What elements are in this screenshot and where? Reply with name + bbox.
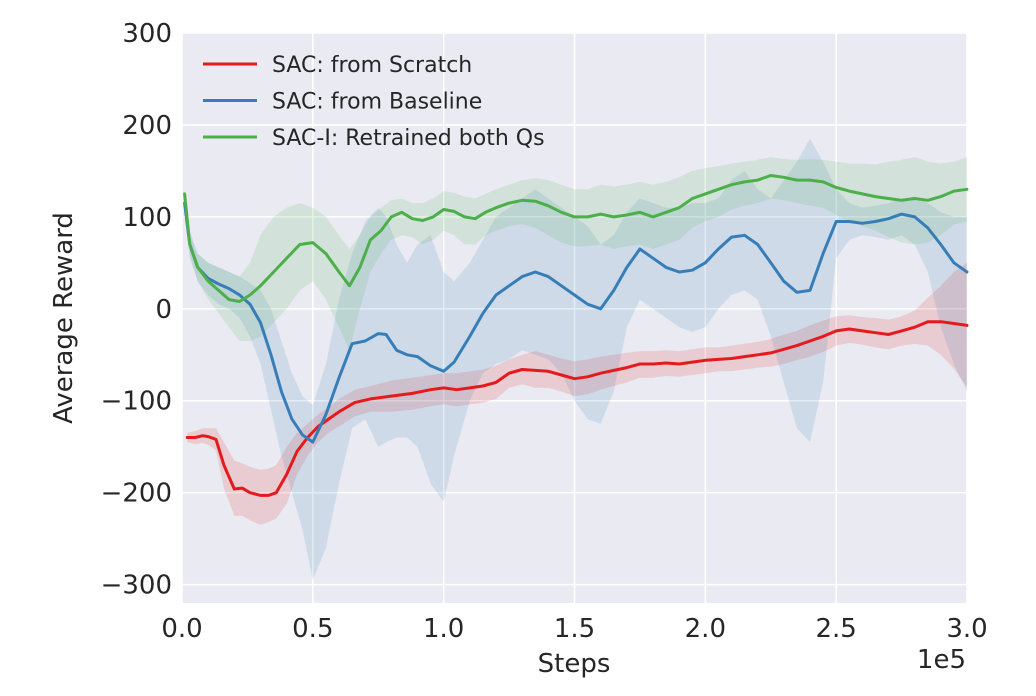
y-tick-label: −100: [101, 387, 172, 417]
x-tick-label: 3.0: [946, 614, 987, 644]
x-axis-offset-label: 1e5: [917, 645, 966, 675]
x-tick-label: 2.5: [815, 614, 856, 644]
x-tick-label: 0.0: [161, 614, 202, 644]
band-series-2: [184, 138, 968, 580]
x-tick-label: 2.0: [685, 614, 726, 644]
y-tick-label: 200: [122, 111, 172, 141]
y-axis-ticks: −300 −200 −100 0 100 200 300: [101, 19, 172, 601]
line-series-2: [183, 201, 969, 444]
grid-lines: [181, 32, 968, 603]
y-tick-label: 100: [122, 203, 172, 233]
line-series-3: [183, 174, 969, 303]
y-tick-label: −300: [101, 571, 172, 601]
x-tick-label: 1.0: [423, 614, 464, 644]
y-tick-label: 300: [122, 19, 172, 49]
band-series-1: [187, 262, 967, 525]
legend: SAC: from Scratch SAC: from Baseline SAC-I…: [203, 53, 545, 151]
series-lines: [183, 174, 969, 497]
y-axis-label: Average Reward: [49, 212, 79, 424]
legend-label-3: SAC-I: Retrained both Qs: [272, 126, 545, 151]
x-tick-label: 1.5: [554, 614, 595, 644]
line-series-1: [185, 320, 969, 497]
x-axis-label: Steps: [538, 649, 611, 679]
legend-label-2: SAC: from Baseline: [272, 90, 482, 115]
legend-label-1: SAC: from Scratch: [272, 53, 472, 78]
y-tick-label: 0: [155, 295, 172, 325]
x-axis-ticks: 0.0 0.5 1.0 1.5 2.0 2.5 3.0: [161, 614, 987, 644]
y-tick-label: −200: [101, 479, 172, 509]
x-tick-label: 0.5: [292, 614, 333, 644]
